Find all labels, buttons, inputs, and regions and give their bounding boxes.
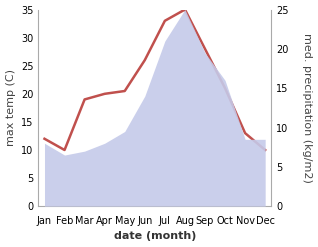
X-axis label: date (month): date (month) [114,231,196,242]
Y-axis label: med. precipitation (kg/m2): med. precipitation (kg/m2) [302,33,313,183]
Y-axis label: max temp (C): max temp (C) [5,69,16,146]
